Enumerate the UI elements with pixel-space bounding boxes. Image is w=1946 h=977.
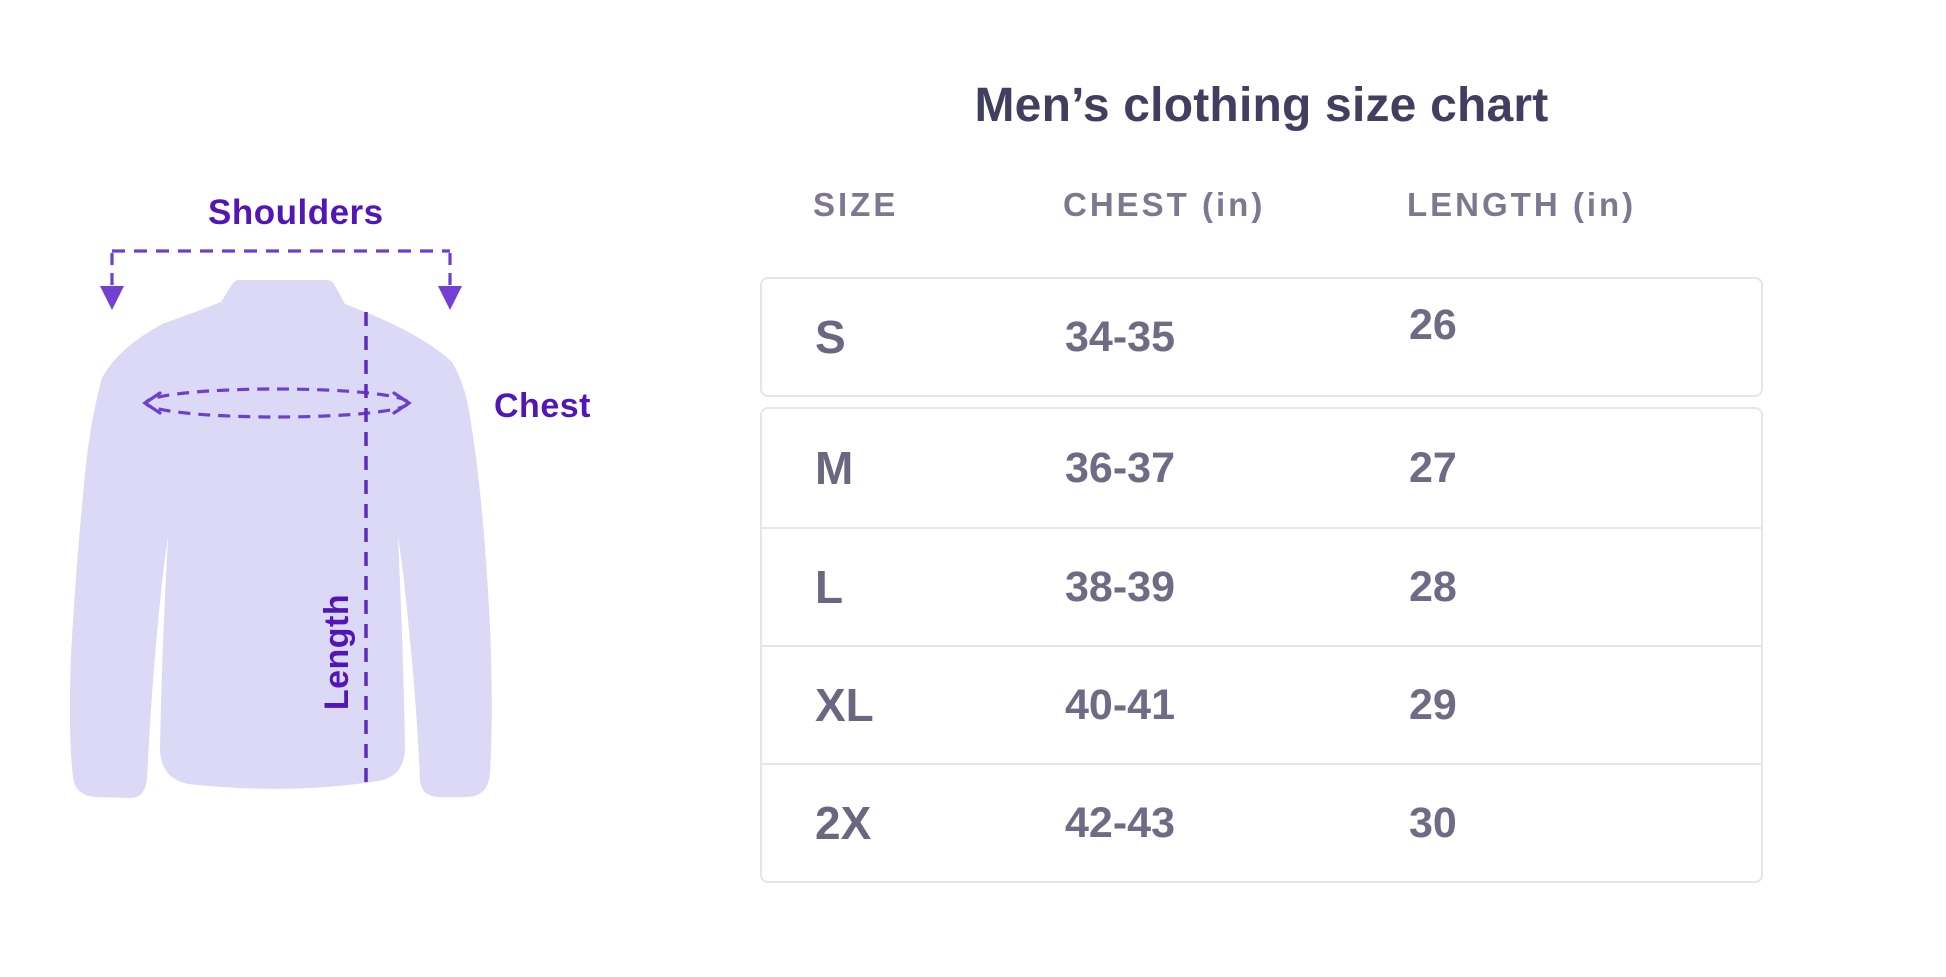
size-cell: L — [815, 561, 844, 613]
size-table-panel: Men’s clothing size chart SIZE CHEST (in… — [760, 0, 1763, 977]
chest-cell: 38-39 — [1065, 562, 1175, 611]
chest-arrowhead-right-icon — [392, 391, 412, 415]
size-cell: 2X — [815, 797, 872, 849]
column-header-size: SIZE — [813, 186, 899, 223]
shirt-shape — [69, 280, 492, 799]
table-row: L 38-39 28 — [762, 527, 1761, 645]
shoulders-label: Shoulders — [208, 193, 384, 232]
shoulders-arrowhead-right-icon — [438, 286, 462, 310]
column-header-length: LENGTH (in) — [1407, 186, 1637, 223]
table-section-top: S 34-35 26 — [760, 277, 1763, 397]
chest-cell: 40-41 — [1065, 680, 1175, 729]
shirt-measurement-diagram: Shoulders Chest Length — [0, 0, 680, 900]
shirt-graphic — [69, 249, 492, 799]
chest-cell: 42-43 — [1065, 798, 1175, 847]
size-cell: S — [815, 311, 846, 363]
chest-label: Chest — [494, 387, 591, 425]
table-row: S 34-35 26 — [762, 279, 1761, 395]
length-cell: 30 — [1409, 798, 1457, 847]
shoulders-arrowhead-left-icon — [100, 286, 124, 310]
length-cell: 29 — [1409, 680, 1457, 729]
table-row: XL 40-41 29 — [762, 645, 1761, 763]
table-section-bottom: M 36-37 27 L 38-39 28 XL 40-41 29 2X 42-… — [760, 407, 1763, 883]
length-cell: 26 — [1409, 300, 1457, 349]
length-cell: 27 — [1409, 443, 1457, 492]
table-row: 2X 42-43 30 — [762, 763, 1761, 881]
chest-cell: 36-37 — [1065, 443, 1175, 492]
length-label: Length — [318, 593, 356, 711]
column-header-chest: CHEST (in) — [1063, 186, 1266, 223]
chart-title: Men’s clothing size chart — [974, 79, 1549, 132]
size-cell: XL — [815, 679, 874, 731]
chest-arrowhead-left-icon — [142, 391, 162, 415]
size-cell: M — [815, 442, 854, 494]
table-row: M 36-37 27 — [762, 409, 1761, 527]
length-cell: 28 — [1409, 562, 1457, 611]
chest-cell: 34-35 — [1065, 312, 1175, 361]
table-header-row: SIZE CHEST (in) LENGTH (in) — [760, 186, 1763, 223]
